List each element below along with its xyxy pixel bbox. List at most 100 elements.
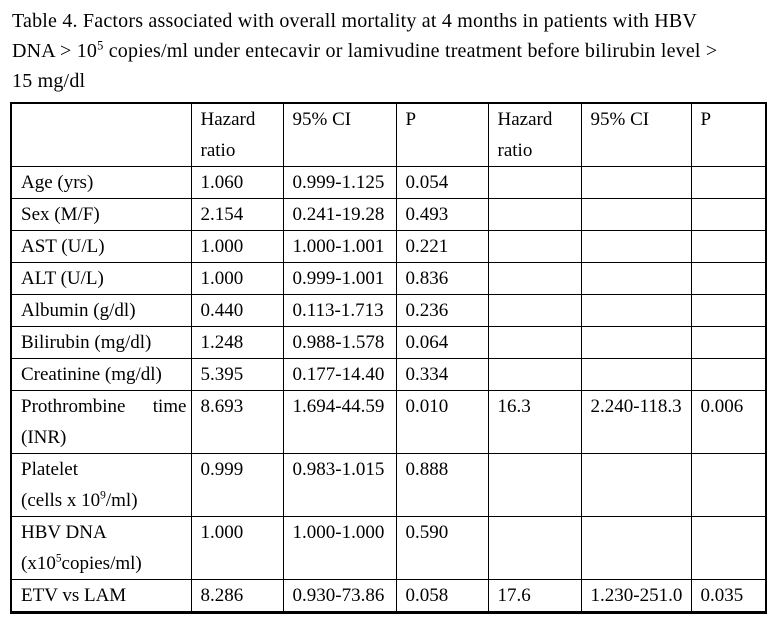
p-right-cell xyxy=(690,230,767,263)
p-left-cell: 0.888 xyxy=(395,453,489,517)
p-left-cell: 0.493 xyxy=(395,198,489,231)
row-label-cell: Albumin (g/dl) xyxy=(10,294,192,327)
row-label-line-2: (cells x 109/ml) xyxy=(21,489,138,511)
hazard-ratio-left-cell: 8.286 xyxy=(190,579,284,613)
row-label-line-1: Creatinine (mg/dl) xyxy=(21,364,162,385)
header-ci-right: 95% CI xyxy=(580,102,692,167)
ci-left-cell: 0.177-14.40 xyxy=(282,358,397,391)
hazard-ratio-right-cell xyxy=(487,294,582,327)
table-caption: Table 4. Factors associated with overall… xyxy=(12,6,763,96)
p-left-cell: 0.054 xyxy=(395,166,489,199)
mortality-factors-table: Hazard ratio 95% CI P Hazard ratio 95% C… xyxy=(10,102,767,614)
caption-superscript: 5 xyxy=(97,38,104,53)
ci-left-cell: 0.988-1.578 xyxy=(282,326,397,359)
row-label-line-1: Platelet xyxy=(21,459,78,480)
table-row: Age (yrs) 1.060 0.999-1.125 0.054 xyxy=(10,166,767,199)
table-row: Sex (M/F) 2.154 0.241-19.28 0.493 xyxy=(10,198,767,231)
table-row: HBV DNA (x105copies/ml) 1.000 1.000-1.00… xyxy=(10,516,767,580)
row-label-cell: Creatinine (mg/dl) xyxy=(10,358,192,391)
header-p-right: P xyxy=(690,102,767,167)
hazard-ratio-left-cell: 0.440 xyxy=(190,294,284,327)
label-superscript: 9 xyxy=(100,489,106,502)
ci-right-cell xyxy=(580,166,692,199)
p-right-cell xyxy=(690,516,767,580)
hazard-ratio-right-cell xyxy=(487,198,582,231)
ci-right-cell xyxy=(580,294,692,327)
hazard-ratio-left-cell: 1.000 xyxy=(190,516,284,580)
hazard-ratio-left-cell: 8.693 xyxy=(190,390,284,454)
row-label-line-1: ETV vs LAM xyxy=(21,585,127,606)
table-row: AST (U/L) 1.000 1.000-1.001 0.221 xyxy=(10,230,767,263)
ci-right-cell: 1.230-251.0 xyxy=(580,579,692,613)
ci-right-cell xyxy=(580,358,692,391)
row-label-cell: Sex (M/F) xyxy=(10,198,192,231)
table-body: Age (yrs) 1.060 0.999-1.125 0.054 Sex (M… xyxy=(10,166,767,613)
header-hazard-ratio-right: Hazard ratio xyxy=(487,102,582,167)
p-left-cell: 0.334 xyxy=(395,358,489,391)
p-right-cell xyxy=(690,166,767,199)
ci-right-cell xyxy=(580,262,692,295)
p-right-cell xyxy=(690,198,767,231)
hazard-ratio-right-cell xyxy=(487,166,582,199)
hazard-ratio-left-cell: 0.999 xyxy=(190,453,284,517)
hazard-ratio-right-cell xyxy=(487,326,582,359)
p-right-cell xyxy=(690,453,767,517)
p-right-cell xyxy=(690,326,767,359)
hazard-ratio-right-cell: 17.6 xyxy=(487,579,582,613)
hazard-ratio-right-cell xyxy=(487,230,582,263)
hazard-ratio-left-cell: 5.395 xyxy=(190,358,284,391)
table-header-row: Hazard ratio 95% CI P Hazard ratio 95% C… xyxy=(10,102,767,167)
row-label-line-1: Sex (M/F) xyxy=(21,204,100,225)
table-row: Albumin (g/dl) 0.440 0.113-1.713 0.236 xyxy=(10,294,767,327)
table-row: ETV vs LAM 8.286 0.930-73.86 0.058 17.6 … xyxy=(10,579,767,613)
ci-left-cell: 0.930-73.86 xyxy=(282,579,397,613)
row-label-line-1: HBV DNA xyxy=(21,522,107,543)
caption-line-2: DNA > 105 copies/ml under entecavir or l… xyxy=(12,36,763,66)
hazard-ratio-right-cell xyxy=(487,453,582,517)
ci-right-cell: 2.240-118.3 xyxy=(580,390,692,454)
p-right-cell xyxy=(690,262,767,295)
caption-line-3: 15 mg/dl xyxy=(12,70,86,92)
hazard-ratio-right-cell: 16.3 xyxy=(487,390,582,454)
ci-left-cell: 1.000-1.001 xyxy=(282,230,397,263)
table-row: ALT (U/L) 1.000 0.999-1.001 0.836 xyxy=(10,262,767,295)
table-row: Platelet (cells x 109/ml) 0.999 0.983-1.… xyxy=(10,453,767,517)
row-label-cell: ETV vs LAM xyxy=(10,579,192,613)
ci-left-cell: 0.999-1.001 xyxy=(282,262,397,295)
row-label-line-1: Bilirubin (mg/dl) xyxy=(21,332,152,353)
caption-line-1: Table 4. Factors associated with overall… xyxy=(12,10,698,32)
p-left-cell: 0.221 xyxy=(395,230,489,263)
row-label-cell: Age (yrs) xyxy=(10,166,192,199)
hazard-ratio-right-cell xyxy=(487,358,582,391)
table-row: Prothrombine time (INR) 8.693 1.694-44.59… xyxy=(10,390,767,454)
p-right-cell: 0.035 xyxy=(690,579,767,613)
row-label-line-1: Age (yrs) xyxy=(21,172,94,193)
ci-left-cell: 1.694-44.59 xyxy=(282,390,397,454)
ci-right-cell xyxy=(580,230,692,263)
table-row: Bilirubin (mg/dl) 1.248 0.988-1.578 0.06… xyxy=(10,326,767,359)
ci-left-cell: 0.983-1.015 xyxy=(282,453,397,517)
ci-right-cell xyxy=(580,516,692,580)
ci-right-cell xyxy=(580,326,692,359)
p-right-cell xyxy=(690,358,767,391)
p-left-cell: 0.590 xyxy=(395,516,489,580)
p-left-cell: 0.058 xyxy=(395,579,489,613)
ci-left-cell: 0.999-1.125 xyxy=(282,166,397,199)
ci-right-cell xyxy=(580,453,692,517)
row-label-line-1: Albumin (g/dl) xyxy=(21,300,136,321)
row-label-cell: HBV DNA (x105copies/ml) xyxy=(10,516,192,580)
hazard-ratio-right-cell xyxy=(487,516,582,580)
table-row: Creatinine (mg/dl) 5.395 0.177-14.40 0.3… xyxy=(10,358,767,391)
p-left-cell: 0.010 xyxy=(395,390,489,454)
row-label-cell: ALT (U/L) xyxy=(10,262,192,295)
label-superscript: 5 xyxy=(55,552,62,565)
ci-right-cell xyxy=(580,198,692,231)
hazard-ratio-left-cell: 1.248 xyxy=(190,326,284,359)
caption-line-2-post: copies/ml under entecavir or lamivudine … xyxy=(103,40,718,62)
row-label-line-1: Prothrombine time xyxy=(21,396,187,417)
row-label-cell: Platelet (cells x 109/ml) xyxy=(10,453,192,517)
p-left-cell: 0.836 xyxy=(395,262,489,295)
caption-line-2-pre: DNA > 10 xyxy=(12,40,98,62)
hazard-ratio-left-cell: 1.000 xyxy=(190,230,284,263)
row-label-cell: AST (U/L) xyxy=(10,230,192,263)
